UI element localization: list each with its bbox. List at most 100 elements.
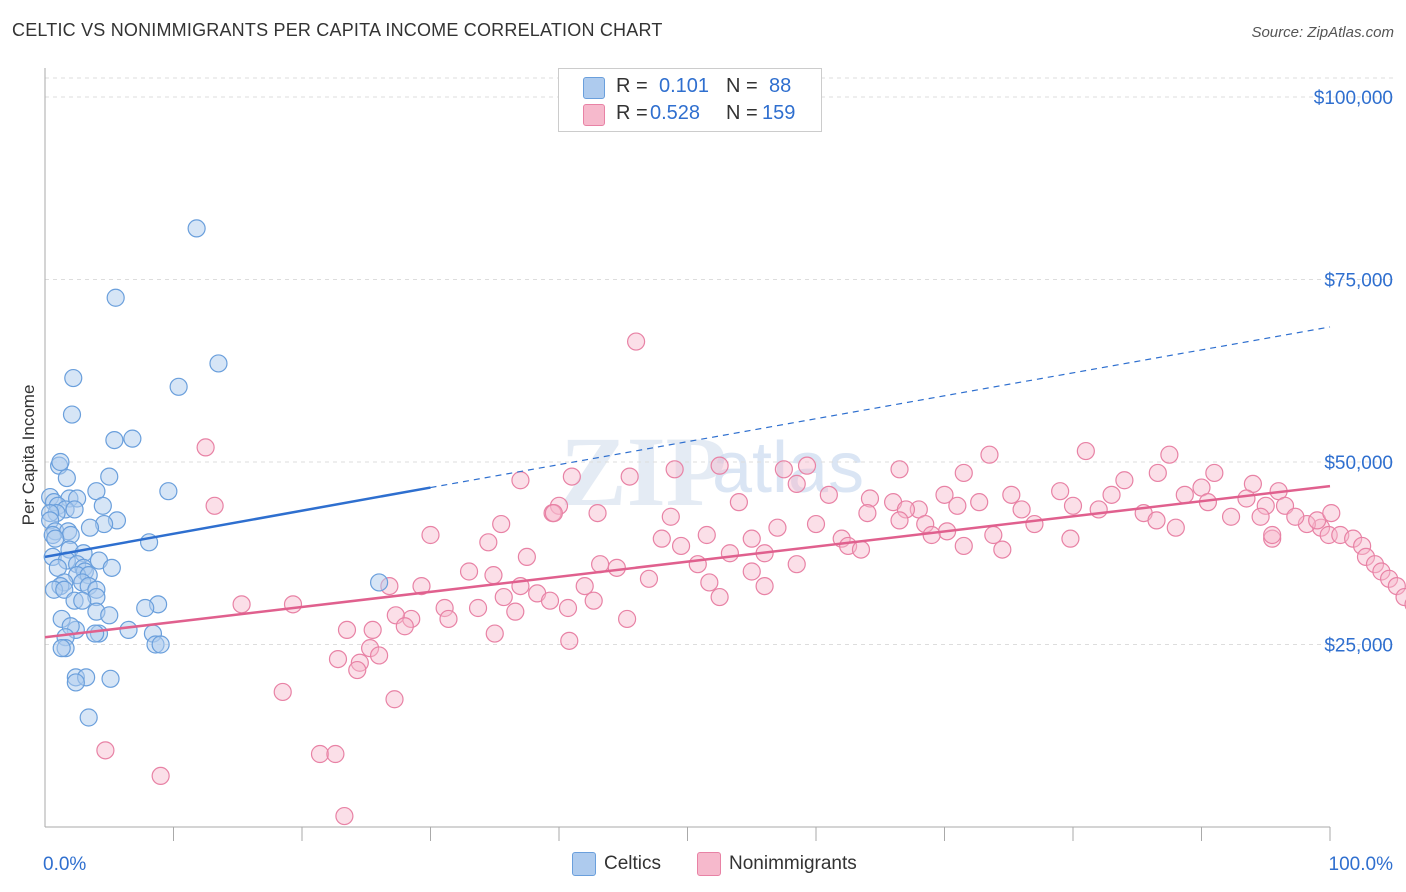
celtics-point	[62, 405, 82, 424]
nonimmigrants-swatch	[583, 104, 605, 126]
celtics-trend-extension	[430, 326, 1331, 489]
nonimmigrants-point	[1263, 525, 1282, 545]
celtics-point	[51, 452, 70, 472]
legend-r-value: 0.101	[659, 75, 710, 97]
nonimmigrants-point	[935, 485, 954, 504]
nonimmigrants-point	[980, 445, 999, 464]
nonimmigrants-point	[1322, 503, 1341, 523]
nonimmigrants-point	[661, 507, 680, 526]
celtics-point	[105, 431, 124, 450]
nonimmigrants-point	[858, 503, 877, 523]
nonimmigrants-point	[1148, 463, 1167, 483]
nonimmigrants-series	[96, 332, 1406, 826]
celtics-point	[80, 518, 100, 537]
celtics-point	[66, 673, 85, 692]
celtics-point	[101, 669, 120, 688]
nonimmigrants-point	[412, 576, 431, 596]
celtics-point	[73, 591, 92, 610]
nonimmigrants-point	[626, 332, 646, 351]
celtics-point	[209, 354, 228, 373]
watermark: ZIP atlas	[560, 416, 864, 527]
celtics-point	[46, 529, 65, 548]
nonimmigrants-point	[283, 595, 303, 614]
nonimmigrants-point	[370, 646, 389, 665]
nonimmigrants-point	[922, 525, 941, 545]
tick-labels: $25,000 $50,000 $75,000 $100,000 0.0% 100.0% P…	[19, 88, 1393, 875]
celtics-point	[102, 558, 121, 577]
nonimmigrants-point	[607, 558, 626, 577]
nonimmigrants-point	[993, 540, 1012, 559]
nonimmigrants-point	[232, 595, 251, 614]
celtics-point	[136, 598, 155, 618]
chart-title: CELTIC VS NONIMMIGRANTS PER CAPITA INCOM…	[12, 20, 663, 40]
x-tick-label: 100.0%	[1329, 854, 1394, 875]
nonimmigrants-point	[484, 566, 503, 585]
nonimmigrants-point	[1372, 562, 1391, 581]
nonimmigrants-point	[639, 569, 659, 588]
nonimmigrants-point	[517, 547, 536, 567]
nonimmigrants-point	[1237, 489, 1256, 508]
celtics-point	[52, 639, 71, 658]
nonimmigrants-point	[710, 587, 729, 607]
legend-r-label: R =	[616, 75, 648, 97]
nonimmigrants-point	[697, 525, 716, 545]
nonimmigrants-legend-label: Nonimmigrants	[729, 853, 857, 874]
nonimmigrants-point	[797, 456, 817, 475]
nonimmigrants-point	[96, 741, 115, 760]
nonimmigrants-point	[562, 467, 581, 486]
nonimmigrants-point	[273, 682, 292, 702]
nonimmigrants-point	[558, 598, 578, 618]
nonimmigrants-point	[896, 500, 916, 519]
celtics-point	[151, 635, 170, 654]
nonimmigrants-point	[890, 511, 909, 530]
nonimmigrants-trend-line	[44, 484, 1331, 639]
nonimmigrants-point	[729, 493, 749, 512]
nonimmigrants-point	[1256, 496, 1275, 515]
nonimmigrants-point	[350, 653, 369, 672]
nonimmigrants-point	[196, 438, 215, 457]
nonimmigrants-legend-swatch	[697, 852, 721, 876]
nonimmigrants-point	[671, 536, 691, 556]
axes	[44, 68, 1331, 841]
nonimmigrants-point	[494, 587, 513, 607]
celtics-point	[93, 496, 112, 515]
celtics-point	[79, 708, 98, 727]
nonimmigrants-point	[1012, 500, 1031, 519]
nonimmigrants-point	[618, 609, 637, 629]
nonimmigrants-point	[335, 806, 354, 826]
nonimmigrants-point	[402, 609, 421, 629]
correlation-legend: R = 0.101 N = 88 R = 0.528 N = 159	[558, 68, 822, 132]
nonimmigrants-point	[1380, 569, 1399, 588]
celtics-point	[187, 219, 206, 238]
celtics-point	[119, 620, 138, 640]
nonimmigrants-point	[819, 485, 838, 504]
nonimmigrants-point	[768, 518, 787, 537]
nonimmigrants-point	[1051, 482, 1070, 501]
legend-row-nonimmigrants: R = 0.528 N = 159	[559, 100, 821, 128]
nonimmigrants-point	[363, 620, 382, 640]
celtics-legend-swatch	[572, 852, 596, 876]
legend-r-value: 0.528	[650, 102, 701, 124]
celtics-point	[123, 429, 142, 448]
celtics-point	[106, 288, 125, 307]
nonimmigrants-point	[205, 496, 224, 515]
trend-lines	[44, 326, 1331, 639]
celtics-point	[57, 468, 76, 488]
watermark-atlas: atlas	[712, 428, 864, 508]
nonimmigrants-point	[1286, 507, 1305, 526]
nonimmigrants-point	[151, 766, 170, 786]
chart-source: Source: ZipAtlas.com	[1251, 24, 1394, 41]
nonimmigrants-point	[1175, 485, 1194, 504]
nonimmigrants-point	[584, 591, 603, 610]
nonimmigrants-point	[742, 529, 761, 548]
nonimmigrants-point	[459, 562, 479, 581]
nonimmigrants-point	[742, 562, 761, 581]
nonimmigrants-point	[1089, 500, 1108, 519]
legend-row-celtics: R = 0.101 N = 88	[559, 73, 821, 101]
celtics-trend-line	[44, 486, 431, 559]
nonimmigrants-point	[1102, 485, 1121, 504]
nonimmigrants-point	[1002, 485, 1021, 504]
nonimmigrants-point	[652, 529, 671, 548]
nonimmigrants-point	[395, 617, 414, 636]
celtics-point	[100, 467, 119, 486]
